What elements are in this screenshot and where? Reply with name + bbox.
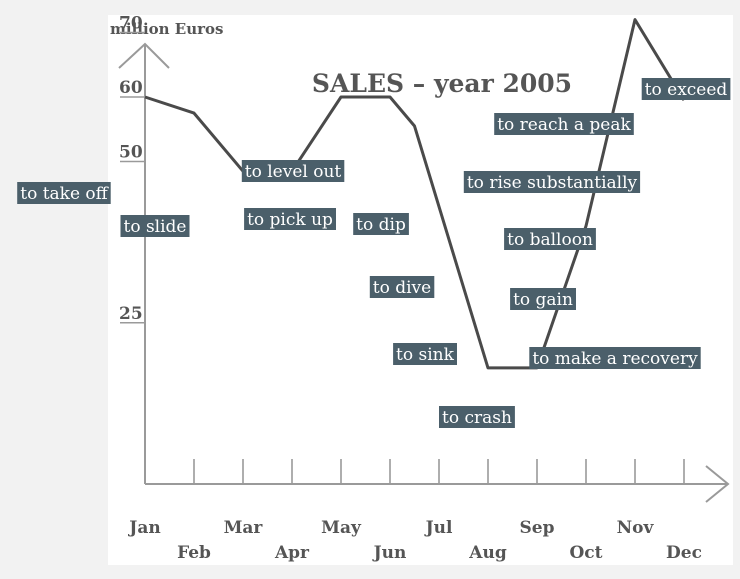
axes xyxy=(118,42,730,503)
annotation-box xyxy=(244,208,336,230)
annotation-box xyxy=(369,276,435,298)
annotation-text: to pick up xyxy=(247,210,333,230)
annotation-text: to level out xyxy=(245,162,342,182)
x-tick-label: Jan xyxy=(127,518,160,538)
annotation-text: to sink xyxy=(396,345,455,365)
annotation-box xyxy=(463,171,641,193)
annotation-tag: to balloon xyxy=(504,228,596,250)
annotation-tag: to take off xyxy=(17,182,111,204)
x-tick-label: Jul xyxy=(424,518,453,538)
annotation-text: to rise substantially xyxy=(467,173,638,193)
annotation-tag: to gain xyxy=(510,288,576,310)
y-tick-label: 60 xyxy=(119,78,143,98)
annotation-box xyxy=(529,347,701,369)
x-tick-label: Aug xyxy=(468,543,507,563)
annotation-tags: to take off to slide to level out to pick u… xyxy=(17,78,731,428)
annotation-box xyxy=(120,215,190,237)
annotation-tag: to rise substantially xyxy=(463,171,641,193)
annotation-text: to exceed xyxy=(645,80,728,100)
annotation-tag: to level out xyxy=(241,160,345,182)
x-tick-label: Oct xyxy=(569,543,602,563)
annotation-box xyxy=(17,182,111,204)
annotation-tag: to make a recovery xyxy=(529,347,701,369)
annotation-text: to reach a peak xyxy=(497,115,631,135)
annotation-tag: to sink xyxy=(393,343,457,365)
annotation-box xyxy=(494,113,634,135)
x-tick-label: Nov xyxy=(617,518,655,538)
x-tick-label: Mar xyxy=(224,518,264,538)
x-tick-label: Dec xyxy=(666,543,702,563)
annotation-tag: to dip xyxy=(353,213,409,235)
annotation-box xyxy=(353,213,409,235)
annotation-tag: to dive xyxy=(369,276,435,298)
annotation-text: to slide xyxy=(123,217,186,237)
annotation-tag: to exceed xyxy=(641,78,731,100)
y-axis-arrow xyxy=(118,42,170,69)
x-tick-label: Jun xyxy=(372,543,407,563)
x-tick-label: Sep xyxy=(520,518,555,538)
annotation-box xyxy=(641,78,731,100)
annotation-box xyxy=(393,343,457,365)
y-tick-label: 50 xyxy=(119,143,143,163)
annotation-tag: to pick up xyxy=(244,208,336,230)
x-tick-label: Apr xyxy=(274,543,310,563)
annotation-box xyxy=(504,228,596,250)
y-tick-label: 70 xyxy=(119,14,143,34)
annotation-text: to make a recovery xyxy=(532,349,698,369)
annotation-tag: to crash xyxy=(439,406,515,428)
y-axis-unit-label: million Euros xyxy=(110,20,224,38)
x-tick-label: Feb xyxy=(177,543,211,563)
annotation-text: to take off xyxy=(20,184,109,204)
annotation-text: to gain xyxy=(513,290,573,310)
annotation-box xyxy=(439,406,515,428)
annotation-text: to crash xyxy=(442,408,512,428)
x-axis-arrow xyxy=(705,465,730,503)
y-tick-labels: 25 50 60 70 xyxy=(119,14,145,324)
annotation-text: to dip xyxy=(356,215,406,235)
x-tick-labels: Jan Feb Mar Apr May Jun Jul Aug Sep Oct Nov Dec xyxy=(127,459,702,563)
annotation-box xyxy=(510,288,576,310)
annotation-tag: to slide xyxy=(120,215,190,237)
y-tick-label: 25 xyxy=(119,304,143,324)
chart-title: SALES – year 2005 xyxy=(312,69,572,98)
annotation-text: to balloon xyxy=(507,230,593,250)
annotation-text: to dive xyxy=(373,278,431,298)
annotation-box xyxy=(241,160,345,182)
x-tick-label: May xyxy=(321,518,362,538)
annotation-tag: to reach a peak xyxy=(494,113,634,135)
